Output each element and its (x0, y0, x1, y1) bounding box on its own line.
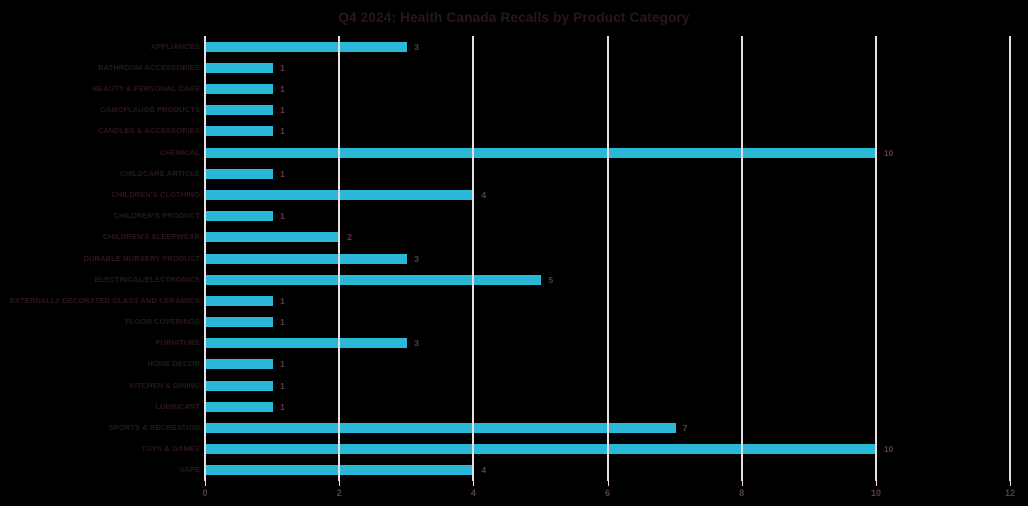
bar (206, 105, 274, 116)
value-label: 1 (280, 317, 285, 328)
value-label: 1 (280, 105, 285, 116)
value-label: 10 (883, 444, 894, 455)
bar (206, 232, 341, 243)
value-label: 3 (414, 338, 419, 349)
category-label: KITCHEN & DINING (129, 380, 200, 390)
grid-line (472, 36, 475, 481)
value-label: 1 (280, 126, 285, 137)
bar (206, 359, 274, 370)
value-label: 1 (280, 295, 285, 306)
value-label: 1 (280, 168, 285, 179)
value-label: 2 (347, 232, 352, 243)
grid-line (874, 36, 877, 481)
category-label: SPORTS & RECREATION (108, 423, 200, 433)
value-label: 1 (280, 380, 285, 391)
value-label: 5 (548, 274, 554, 285)
x-tick-label: 0 (202, 488, 208, 498)
bar (206, 253, 408, 264)
category-label: CHILDREN'S SLEEPWEAR (102, 232, 200, 242)
bar (206, 189, 475, 200)
category-label: FURNITURE (155, 338, 200, 348)
x-tick-label: 10 (870, 488, 881, 498)
category-label: BATHROOM ACCESSORIES (97, 62, 200, 72)
x-tick-label: 2 (336, 488, 342, 498)
value-label: 7 (682, 423, 688, 434)
x-axis-tick (473, 481, 475, 486)
bar (206, 211, 274, 222)
category-label: CANDLES & ACCESSORIES (97, 126, 200, 136)
x-axis-tick (339, 481, 341, 486)
chart-title: Q4 2024: Health Canada Recalls by Produc… (338, 10, 690, 25)
category-label: ELECTRICAL/ELECTRONICS (94, 274, 200, 284)
bar (206, 401, 274, 412)
bar (206, 423, 676, 434)
value-label: 3 (414, 253, 419, 264)
x-axis-tick (875, 481, 877, 486)
grid-line (740, 36, 743, 481)
bar (206, 317, 274, 328)
bar (206, 295, 274, 306)
x-axis-tick (1010, 481, 1011, 486)
category-label: CHILDREN'S CLOTHING (111, 189, 200, 199)
bar (206, 41, 408, 52)
category-label: APPLIANCES (150, 41, 200, 51)
x-tick-label: 6 (604, 488, 610, 498)
value-label: 10 (883, 147, 894, 158)
value-label: 1 (280, 211, 285, 222)
category-label: CHILDREN'S PRODUCT (113, 211, 200, 221)
category-label: TOYS & GAMES (141, 444, 200, 454)
category-label: CHILDCARE ARTICLE (119, 168, 200, 178)
category-label: EXTERNALLY DECORATED GLASS AND CERAMICS (9, 295, 200, 305)
x-axis-tick (741, 481, 743, 486)
x-tick-label: 12 (1004, 488, 1015, 498)
value-label: 1 (280, 62, 285, 73)
category-label: FLOOR COVERINGS (125, 317, 200, 327)
x-tick-label: 4 (470, 488, 476, 498)
category-label: HOME DÉCOR (147, 359, 200, 369)
grid-line (338, 36, 341, 481)
bar (206, 168, 274, 179)
category-label: CHEMICAL (159, 147, 200, 157)
value-label: 1 (280, 401, 285, 412)
bar (206, 274, 542, 285)
category-label: VAPE (179, 465, 200, 475)
bar (206, 380, 274, 391)
value-label: 1 (280, 359, 285, 370)
x-axis-tick (205, 481, 206, 486)
bar (206, 338, 408, 349)
bar (206, 83, 274, 94)
x-tick-label: 8 (739, 488, 745, 498)
bar (206, 126, 274, 137)
bar (206, 444, 877, 455)
value-label: 1 (280, 83, 285, 94)
category-label: BEAUTY & PERSONAL CARE (92, 83, 200, 93)
grid-line (1009, 36, 1011, 481)
category-label: DURABLE NURSERY PRODUCT (83, 253, 200, 263)
value-label: 4 (481, 465, 487, 476)
bar (206, 465, 475, 476)
bar (206, 147, 877, 158)
x-axis-tick (607, 481, 609, 486)
category-label: LUBRICANT (155, 401, 200, 411)
category-label: CAMOFLAUGE PRODUCTS (100, 105, 200, 115)
grid-line (606, 36, 609, 481)
bar (206, 62, 274, 73)
value-label: 4 (481, 189, 487, 200)
value-label: 3 (414, 41, 419, 52)
y-axis-line (204, 36, 206, 481)
